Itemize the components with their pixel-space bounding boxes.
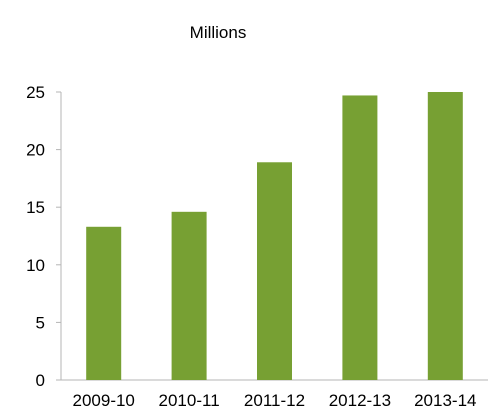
bar-2012-13 [342, 95, 378, 381]
y-tick-label: 10 [26, 256, 45, 275]
x-axis-ticks: 2009-10 2010-11 2011-12 2012-13 2013-14 [73, 391, 477, 410]
y-tick-label: 15 [26, 198, 45, 217]
x-tick-label: 2012-13 [329, 391, 391, 410]
bar-2013-14 [427, 92, 463, 380]
bar-2011-12 [257, 162, 292, 380]
bars [86, 92, 463, 381]
y-tick-label: 20 [26, 141, 45, 160]
bar-2009-10 [86, 226, 122, 380]
y-axis-ticks: 0 5 10 15 20 25 [26, 83, 61, 390]
x-tick-label: 2011-12 [244, 391, 305, 410]
x-tick-label: 2013-14 [414, 391, 476, 410]
x-tick-label: 2010-11 [159, 391, 220, 410]
unit-label: Millions [190, 23, 247, 42]
x-tick-label: 2009-10 [73, 391, 135, 410]
bar-2010-11 [171, 211, 207, 380]
y-tick-label: 5 [36, 313, 45, 332]
y-tick-label: 0 [36, 371, 45, 390]
y-tick-label: 25 [26, 83, 45, 102]
